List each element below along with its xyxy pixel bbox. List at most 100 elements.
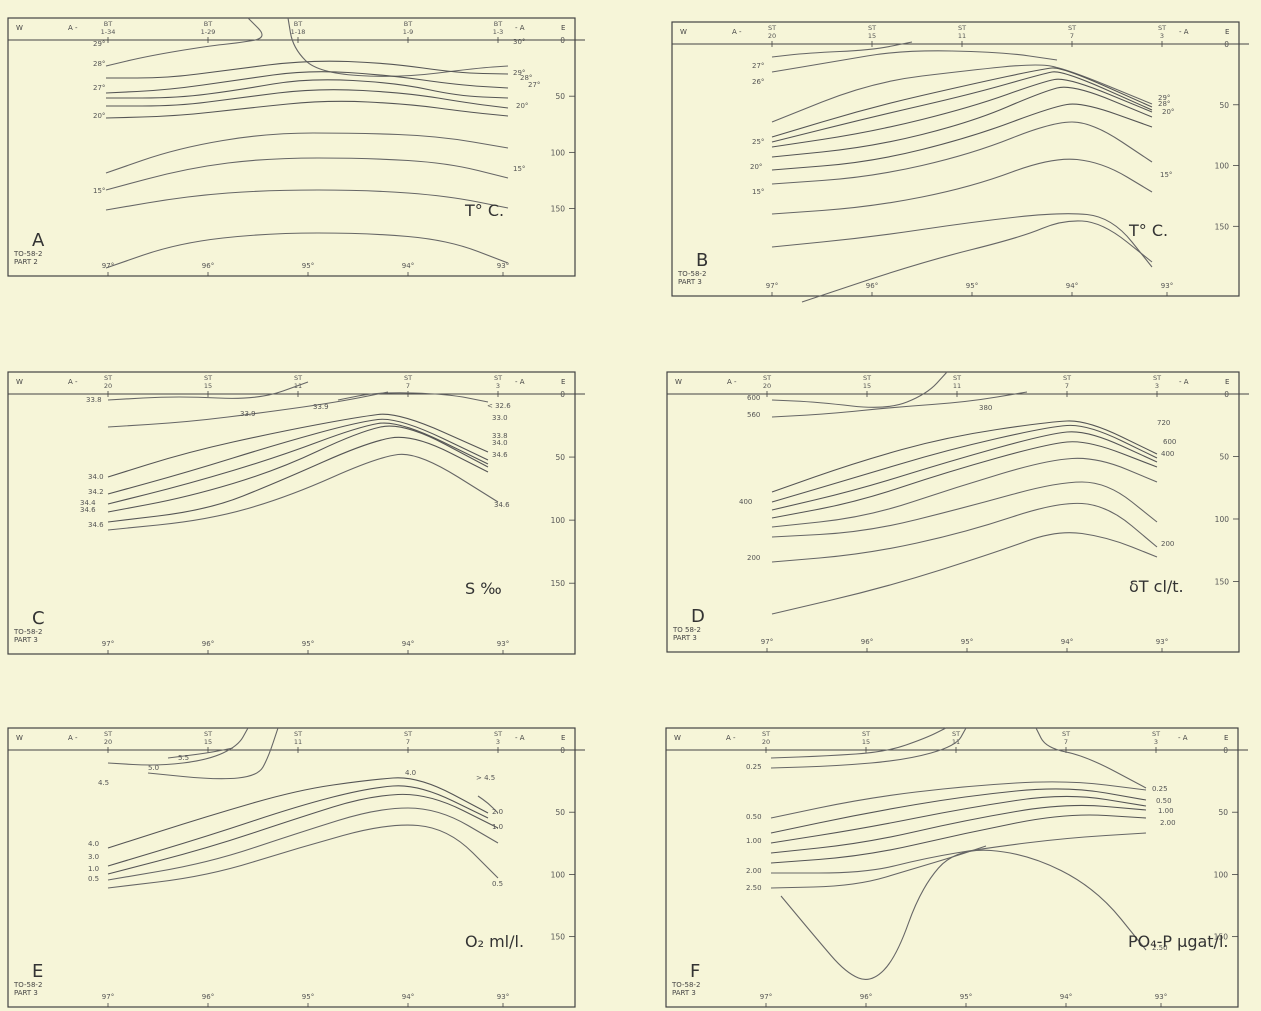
station-number: 1-34	[101, 28, 116, 36]
section-end-label: - A	[515, 734, 525, 742]
panel-letter: D	[691, 606, 705, 627]
isoline	[801, 220, 1153, 303]
section-start-label: A -	[727, 378, 737, 386]
longitude-label: 95°	[302, 640, 314, 648]
contour-value-label: 20°	[750, 163, 762, 171]
isoline	[106, 60, 509, 79]
cruise-id: TO-58-2	[13, 981, 42, 989]
depth-label: 150	[1214, 933, 1229, 942]
cruise-part: PART 3	[14, 636, 38, 644]
isoline	[107, 422, 489, 505]
depth-label: 150	[551, 933, 566, 942]
isoline	[105, 132, 509, 174]
isoline	[780, 849, 1147, 980]
station-type: BT	[494, 20, 502, 28]
depth-label: 0	[560, 746, 565, 755]
contour-value-label: 29°	[1158, 94, 1170, 102]
contour-value-label: 20°	[93, 112, 105, 120]
contour-value-label: 34.6	[88, 521, 104, 529]
section-start-label: A -	[732, 28, 742, 36]
depth-label: 50	[1219, 452, 1229, 461]
isoline	[107, 777, 489, 849]
station-type: BT	[294, 20, 302, 28]
contour-value-label: 0.50	[1156, 797, 1172, 805]
panel-letter: B	[696, 250, 708, 271]
isoline	[771, 391, 1028, 418]
longitude-label: 93°	[497, 640, 509, 648]
station-type: ST	[768, 24, 776, 32]
isoline	[771, 103, 1153, 171]
station-number: 20	[762, 738, 770, 746]
east-label: E	[561, 734, 565, 742]
longitude-label: 97°	[102, 640, 114, 648]
contour-value-label: 5.0	[148, 764, 159, 772]
section-end-label: - A	[1179, 378, 1189, 386]
isoline	[107, 381, 309, 401]
station-number: 15	[863, 382, 871, 390]
station-number: 20	[763, 382, 771, 390]
isoline	[771, 371, 948, 408]
station-number: 15	[868, 32, 876, 40]
longitude-label: 97°	[760, 993, 772, 1001]
station-type: BT	[204, 20, 212, 28]
station-type: ST	[404, 374, 412, 382]
panel-letter: F	[690, 961, 700, 982]
station-number: 1-29	[201, 28, 216, 36]
station-type: ST	[204, 374, 212, 382]
contour-value-label: < 32.6	[487, 402, 511, 410]
contour-value-label: 0.5	[88, 875, 99, 883]
contour-value-label: 33.9	[240, 410, 256, 418]
depth-label: 150	[551, 579, 566, 588]
cruise-part: PART 3	[678, 278, 702, 286]
depth-label: 50	[555, 808, 565, 817]
isoline	[105, 157, 509, 191]
contour-value-label: 0.5	[492, 880, 503, 888]
isoline	[107, 391, 389, 428]
contour-value-label: 28°	[520, 74, 532, 82]
depth-label: 50	[555, 453, 565, 462]
contour-value-label: 33.9	[313, 403, 329, 411]
isoline	[107, 418, 489, 495]
station-type: ST	[494, 374, 502, 382]
isoline	[770, 804, 1147, 854]
contour-value-label: 380	[979, 404, 992, 412]
cruise-part: PART 3	[672, 989, 696, 997]
contour-value-label: 1.00	[1158, 807, 1174, 815]
contour-value-label: 4.0	[405, 769, 416, 777]
section-end-label: - A	[1178, 734, 1188, 742]
depth-label: 150	[1215, 577, 1230, 586]
contour-value-label: 34.4	[80, 499, 96, 507]
isoline	[771, 86, 1153, 158]
station-type: ST	[953, 374, 961, 382]
station-number: 20	[104, 382, 112, 390]
cruise-part: PART 3	[14, 989, 38, 997]
contour-value-label: 15°	[752, 188, 764, 196]
isoline	[771, 457, 1158, 528]
contour-value-label: 2.50	[746, 884, 762, 892]
plot-frame	[671, 21, 1240, 297]
contour-value-label: 0.50	[746, 813, 762, 821]
station-number: 15	[204, 382, 212, 390]
east-label: E	[1224, 734, 1228, 742]
longitude-label: 94°	[402, 262, 414, 270]
contour-value-label: 15°	[513, 165, 525, 173]
station-number: 11	[294, 738, 302, 746]
contour-value-label: 29°	[93, 40, 105, 48]
contour-value-label: 30°	[513, 38, 525, 46]
contour-value-label: 27°	[93, 84, 105, 92]
isoline	[771, 532, 1158, 615]
isoline	[107, 793, 499, 875]
station-type: BT	[104, 20, 112, 28]
station-type: ST	[494, 730, 502, 738]
isoline	[287, 17, 509, 77]
station-type: ST	[294, 374, 302, 382]
contour-value-label: 34.6	[494, 501, 510, 509]
station-type: ST	[1158, 24, 1166, 32]
contour-value-label: 3.0	[88, 853, 99, 861]
west-label: W	[16, 734, 23, 742]
isoline	[107, 413, 489, 478]
station-type: ST	[958, 24, 966, 32]
